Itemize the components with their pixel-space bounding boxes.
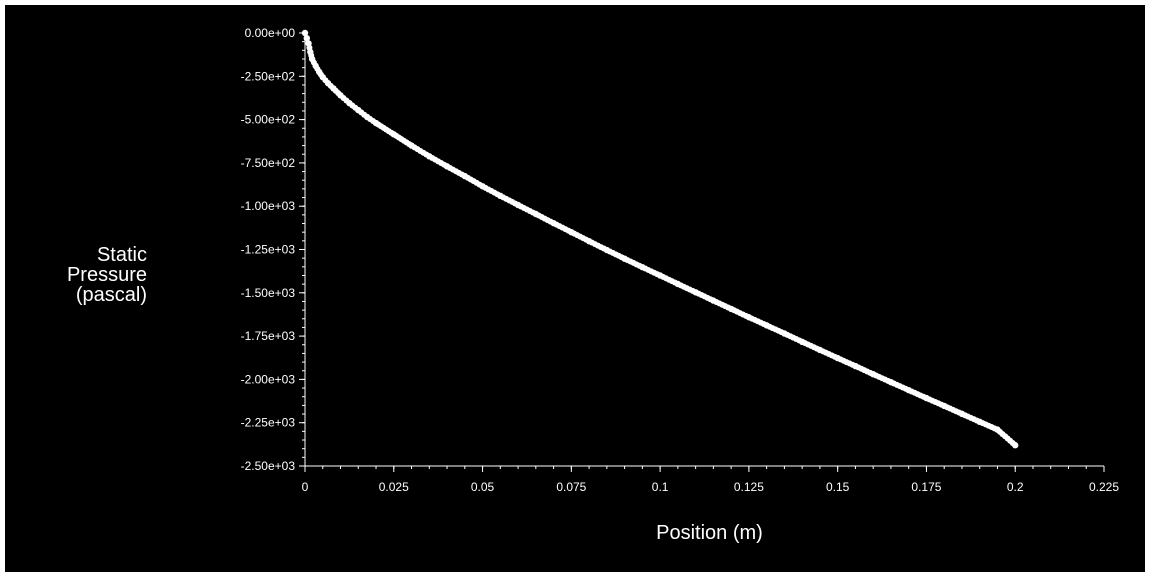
data-point: [512, 200, 519, 207]
data-point: [352, 104, 359, 111]
data-point: [920, 393, 927, 400]
data-point: [884, 377, 891, 384]
data-point: [600, 245, 607, 252]
data-point: [742, 312, 749, 319]
data-point: [760, 321, 767, 328]
y-tick-label: -2.25e+03: [241, 416, 296, 430]
data-point: [343, 97, 350, 104]
data-point: [938, 401, 945, 408]
data-point: [1009, 439, 1016, 446]
data-point: [725, 304, 732, 311]
data-point: [476, 181, 483, 188]
x-tick-label: 0.15: [826, 480, 850, 494]
y-axis-title-line: (pascal): [76, 284, 147, 306]
data-point: [902, 385, 909, 392]
y-tick-label: -2.00e+03: [241, 372, 296, 386]
data-point: [423, 151, 430, 158]
data-point: [671, 279, 678, 286]
data-point: [370, 118, 377, 125]
y-tick-label: -1.50e+03: [241, 286, 296, 300]
y-axis-title-line: Pressure: [67, 264, 147, 286]
y-tick-label: 0.00e+00: [245, 26, 296, 40]
data-point: [618, 254, 625, 261]
x-tick-label: 0.1: [652, 480, 669, 494]
data-point: [955, 409, 962, 416]
y-tick-label: -1.75e+03: [241, 329, 296, 343]
data-point: [306, 44, 313, 51]
x-axis-title: Position (m): [656, 522, 763, 544]
data-point: [529, 209, 536, 216]
data-point: [335, 90, 342, 97]
data-point: [867, 369, 874, 376]
data-point: [689, 287, 696, 294]
x-tick-label: 0.175: [911, 480, 941, 494]
x-tick-label: 0.075: [556, 480, 586, 494]
data-point: [303, 34, 310, 42]
data-point: [317, 71, 324, 78]
data-point: [405, 140, 412, 147]
data-point: [636, 262, 643, 269]
data-point: [813, 345, 820, 352]
data-point: [831, 353, 838, 360]
data-point: [973, 417, 980, 424]
data-point: [310, 59, 317, 66]
data-point: [494, 191, 501, 198]
x-tick-label: 0.025: [379, 480, 409, 494]
data-point: [441, 161, 448, 168]
data-point: [565, 227, 572, 234]
y-tick-label: -2.50e+03: [241, 459, 296, 473]
y-tick-label: -1.00e+03: [241, 199, 296, 213]
data-point: [796, 337, 803, 344]
x-tick-label: 0.225: [1089, 480, 1119, 494]
data-point: [547, 218, 554, 225]
data-point: [991, 425, 998, 432]
data-point: [654, 271, 661, 278]
y-tick-label: -7.50e+02: [241, 156, 296, 170]
data-point: [322, 77, 329, 84]
y-tick-label: -2.50e+02: [241, 69, 296, 83]
y-axis-title-line: Static: [97, 244, 147, 266]
x-tick-label: 0: [302, 480, 309, 494]
data-point: [361, 111, 368, 118]
plot-background: 0.00e+00 -2.50e+02 -5.00e+02 -7.50e+02 -1.00…: [5, 5, 1145, 572]
x-tick-label: 0.2: [1007, 480, 1024, 494]
data-point: [327, 82, 334, 89]
data-point: [301, 29, 309, 37]
data-point: [583, 236, 590, 243]
chart-canvas: 0.00e+00 -2.50e+02 -5.00e+02 -7.50e+02 -1.00…: [67, 26, 1119, 544]
data-point: [707, 296, 714, 303]
data-point: [849, 361, 856, 368]
x-tick-label: 0.125: [734, 480, 764, 494]
x-tick-label: 0.05: [471, 480, 495, 494]
data-point: [388, 129, 395, 136]
data-point: [458, 171, 465, 178]
y-tick-label: -5.00e+02: [241, 113, 296, 127]
data-point: [314, 65, 321, 72]
data-point: [308, 52, 315, 59]
data-point: [778, 329, 785, 336]
y-tick-label: -1.25e+03: [241, 243, 296, 257]
